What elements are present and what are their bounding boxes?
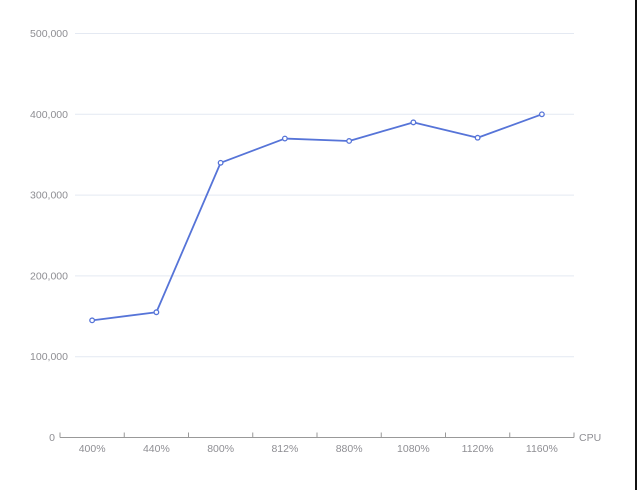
- y-axis-tick-label: 300,000: [30, 190, 68, 202]
- data-point-marker[interactable]: [281, 135, 288, 142]
- x-axis-tick-label: 1120%: [462, 443, 494, 455]
- data-line: [91, 113, 543, 322]
- x-axis-tick-label: 880%: [336, 443, 363, 455]
- y-axis-tick-label: 0: [49, 432, 55, 444]
- y-axis-tick-label: 100,000: [30, 351, 68, 363]
- data-point-marker[interactable]: [153, 309, 160, 316]
- x-axis-tick-label: 1160%: [526, 443, 558, 455]
- y-axis-tick-label: 500,000: [30, 28, 68, 40]
- data-point-marker[interactable]: [474, 134, 481, 141]
- data-point-marker[interactable]: [538, 111, 545, 118]
- x-axis-tick-label: 440%: [143, 443, 170, 455]
- x-axis-title: CPU: [579, 432, 601, 444]
- x-axis-tick-label: 800%: [207, 443, 234, 455]
- window-edge-line: [635, 0, 637, 490]
- x-axis-tick-label: 1080%: [397, 443, 430, 455]
- y-axis-tick-label: 200,000: [30, 270, 68, 282]
- data-point-marker[interactable]: [410, 119, 417, 126]
- y-axis-tick-label: 400,000: [30, 109, 68, 121]
- x-axis-tick-label: 400%: [79, 443, 106, 455]
- data-point-marker[interactable]: [346, 138, 353, 144]
- data-point-marker[interactable]: [217, 159, 224, 166]
- x-axis-tick-label: 812%: [271, 443, 298, 455]
- data-point-marker[interactable]: [89, 317, 96, 324]
